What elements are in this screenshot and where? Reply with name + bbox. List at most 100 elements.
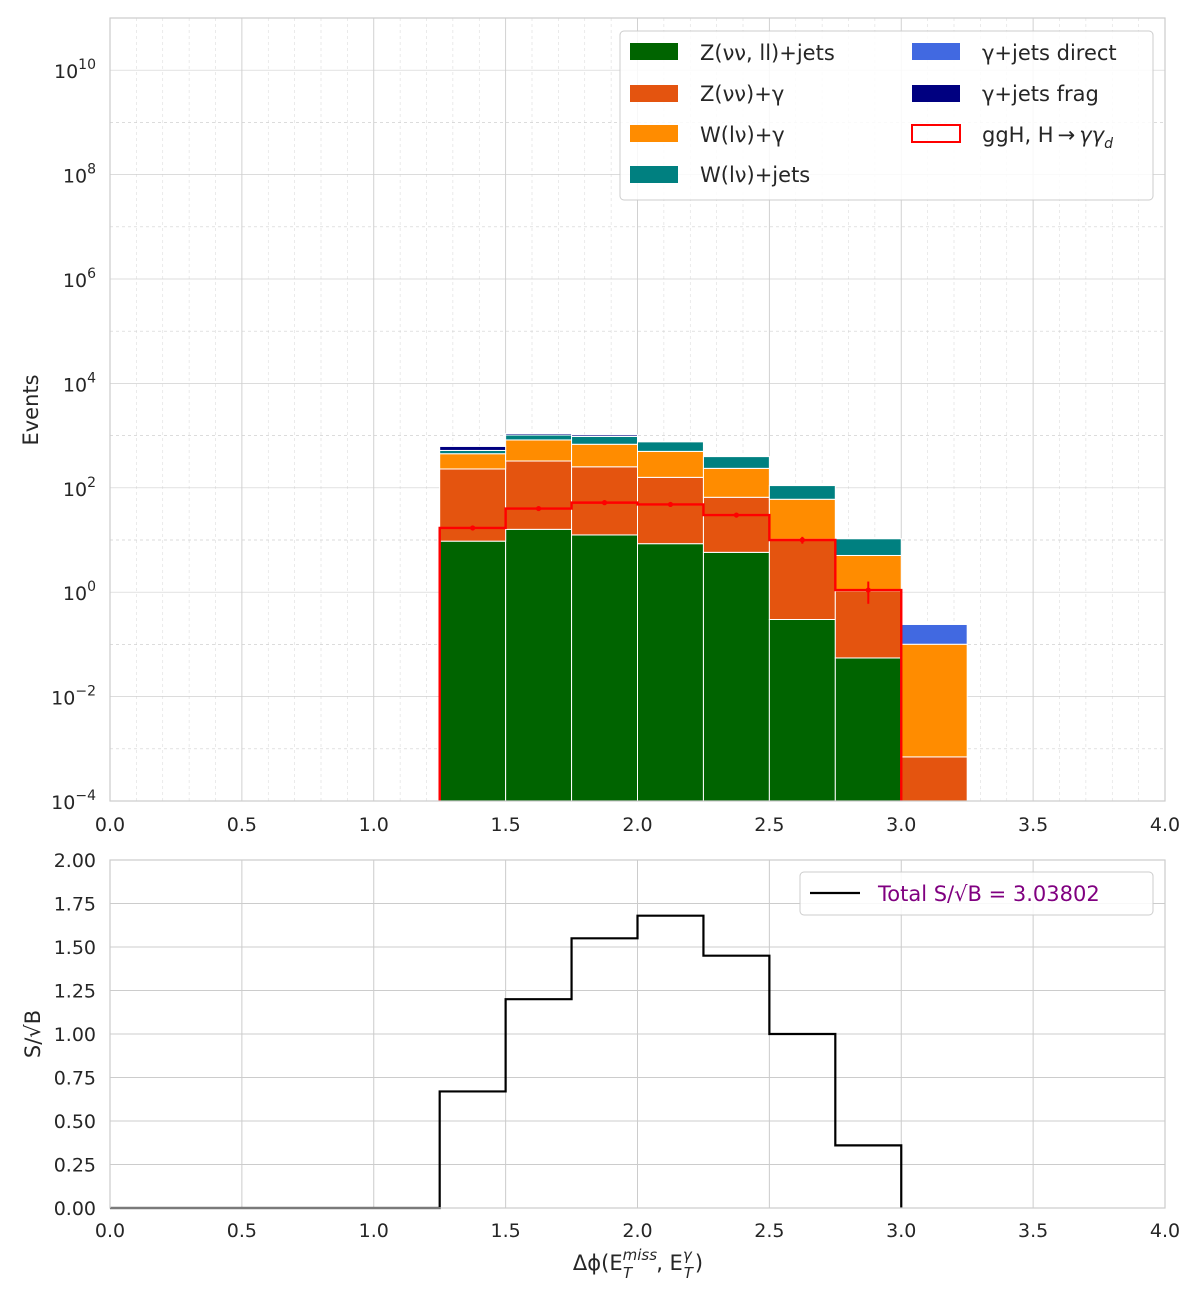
xlabel-end: ) — [695, 1251, 703, 1275]
bar-segment — [439, 540, 507, 802]
bottom-y-tick-label: 1.25 — [54, 981, 96, 1003]
legend-label-w-gamma: W(lν)+γ — [700, 123, 785, 147]
top-x-tick-label: 3.5 — [1018, 814, 1048, 836]
bottom-y-tick-label: 1.50 — [54, 937, 96, 959]
tick-base: 10 — [63, 583, 87, 605]
tick-base: 10 — [51, 792, 75, 814]
top-x-tick-label: 2.5 — [754, 814, 784, 836]
legend-signal-sub: d — [1104, 136, 1113, 152]
top-x-tick-labels: 0.0 0.5 1.0 1.5 2.0 2.5 3.0 3.5 4.0 — [95, 814, 1180, 836]
bar-segment — [505, 434, 573, 441]
top-stacked-bars — [439, 433, 968, 802]
bar-segment — [834, 538, 902, 556]
bar-segment — [900, 756, 968, 802]
top-y-tick-label: 104 — [63, 370, 96, 396]
bottom-x-tick-label: 1.5 — [491, 1220, 521, 1242]
legend-swatch-gjets-frag — [912, 85, 960, 102]
tick-exponent: 10 — [78, 57, 96, 73]
top-plot-frame — [109, 17, 1166, 802]
legend-swatch-w-gamma — [630, 125, 678, 142]
signal-point — [799, 537, 805, 543]
top-y-tick-label: 1010 — [54, 57, 96, 83]
top-y-tick-label: 106 — [63, 266, 96, 292]
top-y-tick-label: 108 — [63, 162, 96, 188]
bottom-plot-frame — [109, 859, 1166, 1209]
bar-segment — [637, 450, 704, 478]
bottom-x-tick-label: 2.0 — [622, 1220, 652, 1242]
bottom-y-tick-label: 0.75 — [54, 1068, 96, 1090]
tick-exponent: 4 — [87, 370, 96, 386]
legend-label-gjets-direct: γ+jets direct — [982, 41, 1117, 65]
signal-point — [535, 505, 542, 512]
legend-swatch-w-jets — [630, 166, 678, 183]
bottom-y-tick-label: 0.50 — [54, 1111, 96, 1133]
bottom-panel: 0.0 0.5 1.0 1.5 2.0 2.5 3.0 3.5 4.0 0.00 0.25 0.50… — [21, 850, 1180, 1282]
signal-point — [733, 512, 740, 518]
xlabel-sup2: γ — [683, 1246, 693, 1264]
tick-base: 10 — [63, 166, 87, 188]
legend-label-signal: ggH, H → γγd — [982, 123, 1113, 152]
xlabel-sub1: T — [623, 1264, 634, 1282]
top-x-tick-label: 4.0 — [1150, 814, 1180, 836]
tick-exponent: 6 — [87, 266, 96, 282]
bar-segment — [900, 623, 968, 645]
top-y-tick-label: 10−4 — [51, 788, 96, 814]
legend-signal-main: ggH, H — [982, 123, 1054, 147]
bottom-x-tick-label: 0.0 — [95, 1220, 125, 1242]
top-x-tick-label: 2.0 — [622, 814, 652, 836]
bar-segment — [702, 551, 770, 802]
bottom-y-tick-labels: 0.00 0.25 0.50 0.75 1.00 1.25 1.50 1.75 2.00 — [54, 850, 96, 1220]
bottom-y-tick-label: 2.00 — [54, 850, 96, 872]
legend-swatch-z-gamma — [630, 85, 678, 102]
bar-segment — [768, 485, 836, 500]
bottom-legend-box — [799, 871, 1154, 916]
top-signal-histogram — [438, 500, 903, 801]
bottom-y-tick-label: 1.75 — [54, 894, 96, 916]
tick-exponent: −4 — [75, 788, 96, 804]
bar-segment — [571, 434, 638, 437]
bar-segment — [702, 496, 770, 553]
bar-segment — [834, 657, 902, 802]
bottom-x-tick-label: 2.5 — [754, 1220, 784, 1242]
tick-base: 10 — [51, 688, 75, 710]
bar-segment — [505, 439, 573, 462]
tick-base: 10 — [63, 479, 87, 501]
top-legend: Z(νν, ll)+jets Z(νν)+γ W(lν)+γ W(lν)+jet… — [619, 30, 1154, 201]
tick-exponent: 0 — [87, 579, 96, 595]
top-x-tick-label: 1.5 — [491, 814, 521, 836]
top-x-tick-label: 0.5 — [227, 814, 257, 836]
tick-exponent: −2 — [75, 684, 96, 700]
bar-segment — [439, 445, 507, 451]
bar-segment — [702, 467, 770, 498]
bar-segment — [571, 435, 638, 445]
bottom-x-tick-labels: 0.0 0.5 1.0 1.5 2.0 2.5 3.0 3.5 4.0 — [95, 1220, 1180, 1242]
bar-segment — [768, 498, 836, 540]
legend-label-z-jets: Z(νν, ll)+jets — [700, 41, 835, 65]
signal-point — [470, 525, 476, 531]
bottom-x-tick-label: 0.5 — [227, 1220, 257, 1242]
bar-segment — [900, 643, 968, 758]
top-x-tick-label: 1.0 — [359, 814, 389, 836]
bottom-significance-step — [110, 914, 903, 1210]
signal-point — [601, 500, 608, 506]
bottom-x-tick-label: 3.0 — [886, 1220, 916, 1242]
top-x-tick-label: 3.0 — [886, 814, 916, 836]
bottom-y-tick-label: 0.25 — [54, 1155, 96, 1177]
bar-segment — [637, 543, 704, 802]
bar-segment — [571, 534, 638, 802]
bar-segment — [571, 443, 638, 468]
signal-point — [667, 501, 674, 508]
tick-base: 10 — [63, 374, 87, 396]
tick-exponent: 8 — [87, 162, 96, 178]
top-y-tick-label: 100 — [63, 579, 96, 605]
bottom-x-tick-label: 1.0 — [359, 1220, 389, 1242]
bar-segment — [637, 476, 704, 545]
legend-signal-gamma: γγ — [1079, 123, 1105, 147]
tick-base: 10 — [54, 61, 78, 83]
bar-segment — [505, 433, 573, 436]
signal-point — [865, 587, 871, 593]
top-x-tick-label: 0.0 — [95, 814, 125, 836]
bar-segment — [768, 538, 836, 620]
